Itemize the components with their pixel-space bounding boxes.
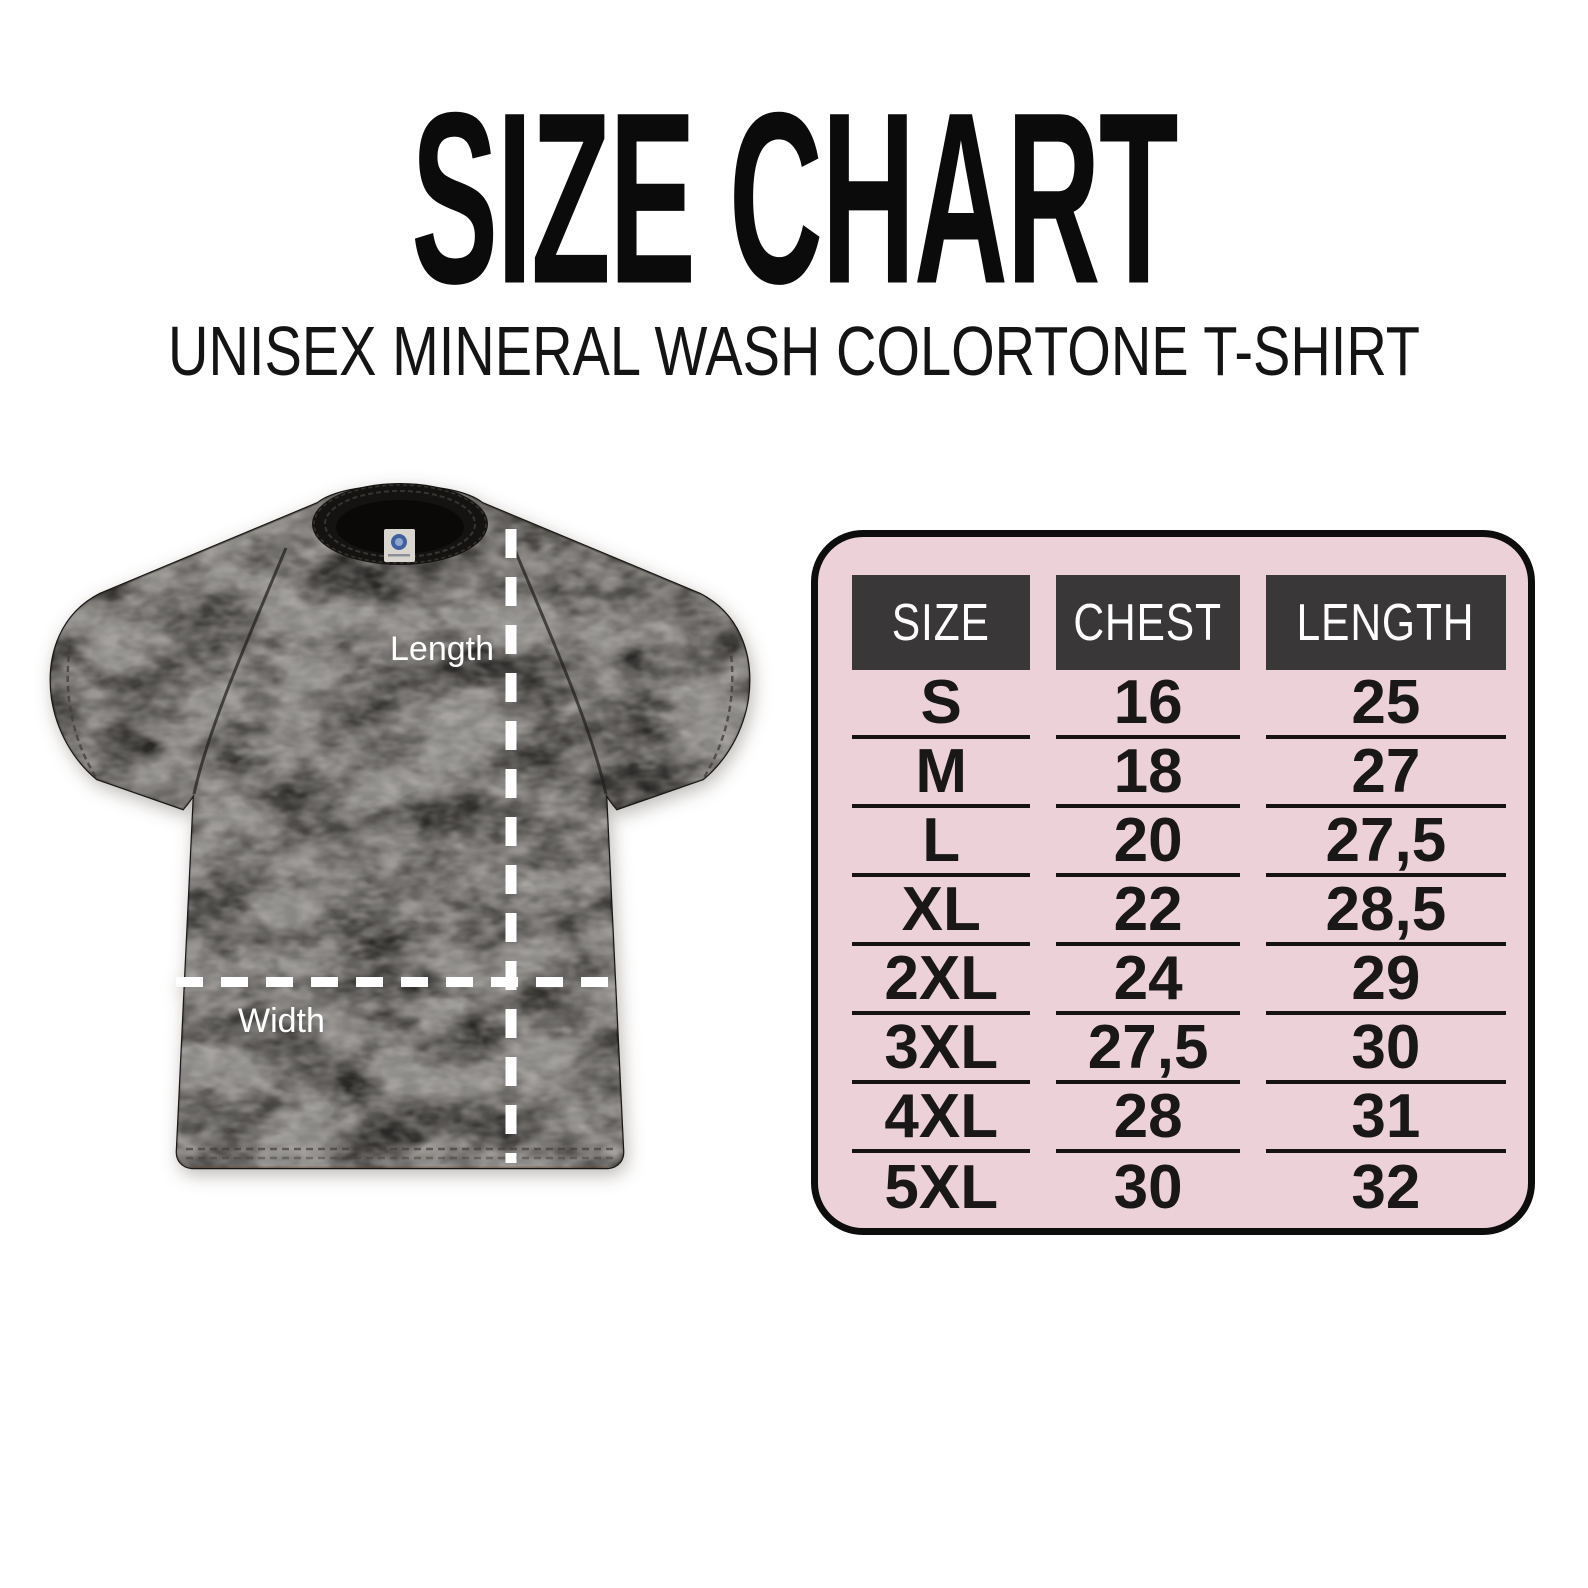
column-header-length: LENGTH	[1265, 575, 1506, 670]
length-cell: 30	[1265, 1015, 1506, 1084]
width-label: Width	[238, 1002, 325, 1040]
size-table: SIZE CHEST LENGTH S 16 25 M 18 27 L 20 2…	[811, 530, 1535, 1235]
chest-cell: 16	[1056, 670, 1240, 739]
size-cell: 2XL	[852, 946, 1031, 1015]
mineral-wash-texture	[50, 486, 750, 1168]
length-label: Length	[390, 630, 494, 668]
size-cell: L	[852, 808, 1031, 877]
sleeve-seam-right	[512, 547, 608, 795]
neck-opening	[336, 500, 464, 554]
length-cell: 28,5	[1265, 877, 1506, 946]
chest-cell: 18	[1056, 739, 1240, 808]
length-cell: 27	[1265, 739, 1506, 808]
tshirt-measurement-diagram: Length Width	[49, 483, 751, 1170]
size-cell: S	[852, 670, 1031, 739]
chest-cell: 20	[1056, 808, 1240, 877]
length-cell: 25	[1265, 670, 1506, 739]
cuff-stitch-right	[701, 645, 734, 780]
column-header-size: SIZE	[852, 575, 1031, 670]
length-cell: 29	[1265, 946, 1506, 1015]
size-cell: 4XL	[852, 1084, 1031, 1153]
chest-cell: 30	[1113, 1152, 1183, 1222]
column-header-chest: CHEST	[1056, 575, 1240, 670]
size-cell: XL	[852, 877, 1031, 946]
page-title: SIZE CHART	[411, 60, 1178, 335]
size-cell: 3XL	[852, 1015, 1031, 1084]
chest-cell: 28	[1056, 1084, 1240, 1153]
size-cell: 5XL	[884, 1152, 999, 1222]
length-cell: 27,5	[1265, 808, 1506, 877]
chest-cell: 22	[1056, 877, 1240, 946]
neck-tag	[384, 529, 415, 562]
length-cell: 31	[1265, 1084, 1506, 1153]
chest-cell: 27,5	[1056, 1015, 1240, 1084]
cuff-stitch-left	[66, 645, 99, 780]
chest-cell: 24	[1056, 946, 1240, 1015]
length-cell: 32	[1351, 1152, 1421, 1222]
collar-stitch-inner	[324, 490, 476, 558]
collar-stitch-outer	[313, 484, 487, 564]
sleeve-seam-left	[192, 547, 288, 795]
page-subtitle: UNISEX MINERAL WASH COLORTONE T-SHIRT	[168, 312, 1420, 390]
size-cell: M	[852, 739, 1031, 808]
